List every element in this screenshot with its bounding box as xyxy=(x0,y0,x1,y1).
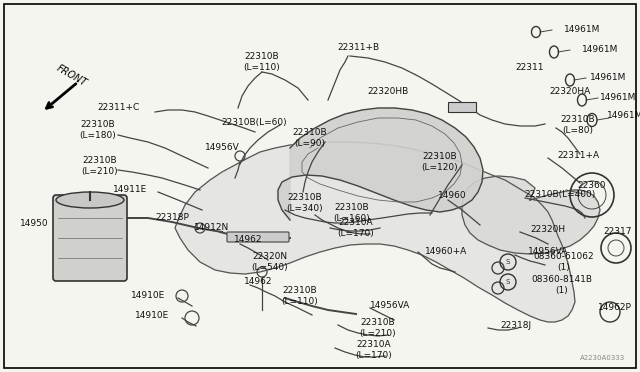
Text: 22310B
(L=340): 22310B (L=340) xyxy=(287,193,323,213)
Text: 22311+A: 22311+A xyxy=(557,151,599,160)
Text: S: S xyxy=(506,259,510,265)
Text: 22310B
(L=160): 22310B (L=160) xyxy=(333,203,371,223)
Text: 22310B(L=400): 22310B(L=400) xyxy=(524,190,596,199)
Text: 22310B
(L=80): 22310B (L=80) xyxy=(561,115,595,135)
Text: 14962: 14962 xyxy=(244,278,272,286)
Text: 14960: 14960 xyxy=(438,192,467,201)
Text: 14961M: 14961M xyxy=(600,93,636,103)
Text: 22317: 22317 xyxy=(604,228,632,237)
Text: S: S xyxy=(506,279,510,285)
Text: 14962P: 14962P xyxy=(598,304,632,312)
FancyBboxPatch shape xyxy=(53,195,127,281)
Text: 14956VA: 14956VA xyxy=(528,247,568,257)
Text: 22311: 22311 xyxy=(516,64,544,73)
Text: 08360-8141B
(1): 08360-8141B (1) xyxy=(531,275,593,295)
Text: 22310A
(L=170): 22310A (L=170) xyxy=(356,340,392,360)
Text: 14910E: 14910E xyxy=(135,311,169,321)
Text: 22318J: 22318J xyxy=(500,321,532,330)
Text: 22310B
(L=110): 22310B (L=110) xyxy=(244,52,280,72)
Bar xyxy=(448,102,476,112)
Text: 22320HA: 22320HA xyxy=(549,87,591,96)
Text: 22310B
(L=90): 22310B (L=90) xyxy=(292,128,327,148)
Text: 22320H: 22320H xyxy=(531,225,566,234)
Text: 14950: 14950 xyxy=(20,219,48,228)
Text: 22320N
(L=540): 22320N (L=540) xyxy=(252,252,288,272)
Text: 22310B
(L=110): 22310B (L=110) xyxy=(282,286,318,306)
Text: 22310A
(L=170): 22310A (L=170) xyxy=(338,218,374,238)
Text: 14961M: 14961M xyxy=(582,45,618,55)
Polygon shape xyxy=(175,142,575,322)
Text: 22311+B: 22311+B xyxy=(337,44,379,52)
Text: 22310B
(L=210): 22310B (L=210) xyxy=(82,156,118,176)
Text: 08360-61062
(1): 08360-61062 (1) xyxy=(534,252,595,272)
FancyBboxPatch shape xyxy=(227,232,289,242)
Ellipse shape xyxy=(56,192,124,208)
Text: 14956VA: 14956VA xyxy=(370,301,410,310)
Text: 22360: 22360 xyxy=(578,180,606,189)
Text: 14960+A: 14960+A xyxy=(425,247,467,257)
Text: 14961M: 14961M xyxy=(590,74,626,83)
Text: 14961M: 14961M xyxy=(564,26,600,35)
Text: 22310B
(L=180): 22310B (L=180) xyxy=(79,120,116,140)
Text: 22320HB: 22320HB xyxy=(367,87,408,96)
Polygon shape xyxy=(278,108,483,220)
Text: 14912N: 14912N xyxy=(195,224,230,232)
Text: FRONT: FRONT xyxy=(55,63,89,89)
Text: 14910E: 14910E xyxy=(131,291,165,299)
Text: A2230A0333: A2230A0333 xyxy=(580,355,625,361)
Text: 22311+C: 22311+C xyxy=(97,103,139,112)
Text: 14962: 14962 xyxy=(234,235,262,244)
Text: 22310B(L=60): 22310B(L=60) xyxy=(221,118,287,126)
Text: 22310B
(L=210): 22310B (L=210) xyxy=(360,318,396,338)
Text: 22310B
(L=120): 22310B (L=120) xyxy=(422,152,458,172)
Text: 14956V: 14956V xyxy=(205,144,239,153)
Polygon shape xyxy=(462,176,600,254)
Text: 22318P: 22318P xyxy=(155,214,189,222)
Text: 14961M: 14961M xyxy=(607,112,640,121)
Text: 14911E: 14911E xyxy=(113,186,147,195)
